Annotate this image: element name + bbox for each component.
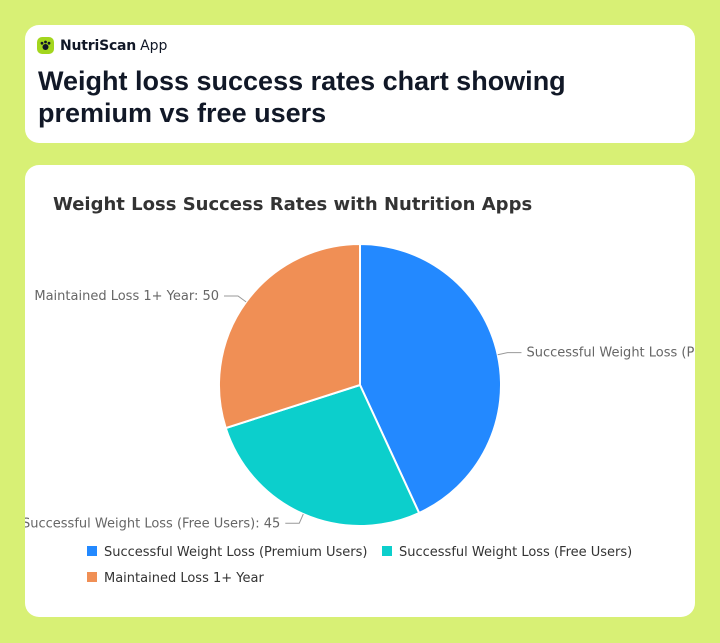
header-card: NutriScan App Weight loss success rates … [25,25,695,143]
slice-label-free: Successful Weight Loss (Free Users): 45 [25,516,280,531]
pie-slice-maintained[interactable] [218,242,361,430]
leader-line-free [285,513,304,524]
brand-name: NutriScan [60,37,137,54]
leader-line-maintained [224,295,247,303]
legend-item-maintained[interactable]: Maintained Loss 1+ Year [87,571,264,586]
legend-swatch-premium [87,546,97,556]
legend-label-free: Successful Weight Loss (Free Users) [399,545,632,560]
legend-label-maintained: Maintained Loss 1+ Year [104,571,264,586]
chart-title: Weight Loss Success Rates with Nutrition… [53,194,532,215]
page-title: Weight loss success rates chart showing … [38,66,566,128]
legend-item-free[interactable]: Successful Weight Loss (Free Users) [382,545,632,560]
legend-label-premium: Successful Weight Loss (Premium Users) [104,545,368,560]
leaf-paw-icon [37,37,54,54]
pie-slice-premium[interactable] [359,242,502,515]
slice-label-premium: Successful Weight Loss (Premium Users): … [526,346,695,361]
pie-chart: Weight Loss Success Rates with Nutrition… [25,194,695,586]
pie-slice-free[interactable] [224,383,421,527]
brand: NutriScan App [37,37,167,54]
legend-swatch-free [382,546,392,556]
slice-label-maintained: Maintained Loss 1+ Year: 50 [34,289,219,304]
legend-swatch-maintained [87,572,97,582]
leader-line-premium [497,352,522,356]
legend-item-premium[interactable]: Successful Weight Loss (Premium Users) [87,545,368,560]
brand-suffix: App [140,37,168,54]
chart-card: Weight Loss Success Rates with Nutrition… [25,165,695,617]
